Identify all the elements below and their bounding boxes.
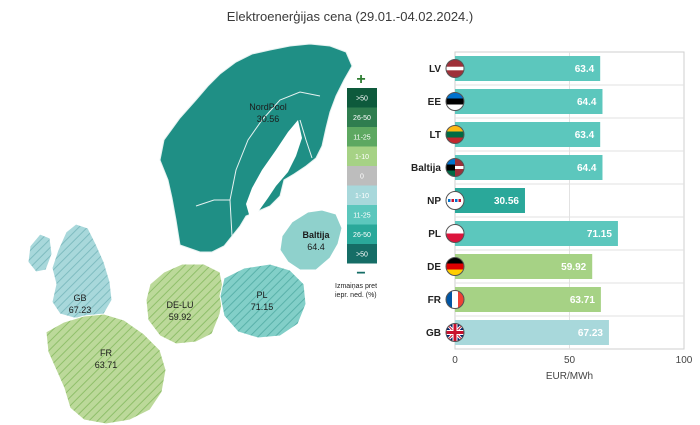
bar-value-label: 71.15 xyxy=(587,229,612,240)
flag-pl-icon xyxy=(445,224,465,243)
legend-box xyxy=(347,205,377,225)
legend-box-label: >50 xyxy=(356,95,368,102)
bar-value-label: 64.4 xyxy=(577,163,597,174)
flag-ee-icon xyxy=(445,92,465,111)
x-tick-label: 100 xyxy=(676,355,693,366)
legend-box xyxy=(347,146,377,166)
map-label-baltija-name: Baltija xyxy=(302,230,330,240)
legend-box-label: 11-25 xyxy=(353,134,370,141)
bar xyxy=(455,254,593,279)
x-axis-label: EUR/MWh xyxy=(546,371,593,382)
legend-box-label: 11-25 xyxy=(353,212,370,219)
category-label: EE xyxy=(428,97,442,108)
category-label: GB xyxy=(426,328,441,339)
bar xyxy=(455,287,601,312)
map-region-gb xyxy=(51,223,113,319)
map-label-pl-name: PL xyxy=(256,290,267,300)
legend-box-label: 1-10 xyxy=(355,154,369,161)
bar-value-label: 30.56 xyxy=(494,196,519,207)
category-label: FR xyxy=(428,295,442,306)
x-tick-label: 50 xyxy=(564,355,576,366)
map-label-gb-value: 67.23 xyxy=(69,305,92,315)
legend-box xyxy=(347,127,377,147)
flag-lt-icon xyxy=(445,125,465,144)
legend-box-label: 26-50 xyxy=(353,115,371,122)
legend-box-label: >50 xyxy=(356,251,368,258)
map-region-pl xyxy=(219,263,307,339)
legend-box-label: 0 xyxy=(360,173,364,180)
category-label: PL xyxy=(428,229,441,240)
map-baltic-sea xyxy=(246,120,302,218)
category-label: LV xyxy=(429,64,441,75)
flag-baltija-icon xyxy=(445,158,465,177)
category-label: NP xyxy=(427,196,441,207)
legend-box-label: 1-10 xyxy=(355,193,369,200)
flag-np-icon xyxy=(445,191,465,210)
change-legend: >50 26-50 11-25 1-10 0 1-10 11-25 26-50 >50 xyxy=(347,88,377,264)
map-region-fr xyxy=(45,313,167,425)
bar-value-label: 64.4 xyxy=(577,97,597,108)
bar xyxy=(455,221,618,246)
map-region-nordpool xyxy=(159,43,353,253)
bar-value-label: 63.71 xyxy=(570,295,595,306)
legend-plus-icon: + xyxy=(356,71,365,88)
bar xyxy=(455,155,603,180)
legend-box xyxy=(347,166,377,186)
flag-fr-icon xyxy=(445,290,465,309)
map-label-nordpool-value: 30.56 xyxy=(257,114,280,124)
legend-box xyxy=(347,224,377,244)
legend-box xyxy=(347,244,377,264)
bar-value-label: 63.4 xyxy=(575,130,595,141)
map-label-gb-name: GB xyxy=(73,293,86,303)
legend-note-line1: Izmaiņas pret xyxy=(335,283,377,290)
map-region-ireland xyxy=(27,233,53,273)
flag-gb-icon xyxy=(445,323,465,342)
map-label-delu-name: DE-LU xyxy=(166,300,193,310)
legend-box xyxy=(347,88,377,108)
legend-note-line2: iepr. ned. (%) xyxy=(335,292,377,299)
bar-value-label: 63.4 xyxy=(575,64,595,75)
map-label-delu-value: 59.92 xyxy=(169,312,192,322)
map-label-pl-value: 71.15 xyxy=(251,302,274,312)
category-label: DE xyxy=(427,262,441,273)
legend-box xyxy=(347,185,377,205)
bar xyxy=(455,89,603,114)
bar xyxy=(455,122,601,147)
legend-box-label: 26-50 xyxy=(353,232,371,239)
flag-lv-icon xyxy=(445,59,465,78)
map-region-baltija xyxy=(279,209,343,271)
category-label: Baltija xyxy=(411,163,441,174)
x-tick-label: 0 xyxy=(452,355,458,366)
flag-de-icon xyxy=(445,257,465,276)
bar xyxy=(455,320,609,345)
map-label-fr-value: 63.71 xyxy=(95,360,118,370)
bar-value-label: 67.23 xyxy=(578,328,603,339)
chart-title: Elektroenerģijas cena (29.01.-04.02.2024… xyxy=(226,9,474,24)
map-label-baltija-value: 64.4 xyxy=(307,242,325,252)
map-label-nordpool-name: NordPool xyxy=(249,102,287,112)
category-label: LT xyxy=(430,130,441,141)
bar-value-label: 59.92 xyxy=(561,262,586,273)
legend-minus-icon: − xyxy=(356,265,365,282)
bar xyxy=(455,56,601,81)
map-label-fr-name: FR xyxy=(100,348,112,358)
bar xyxy=(455,188,525,213)
legend-box xyxy=(347,107,377,127)
map-region-delu xyxy=(145,263,225,345)
